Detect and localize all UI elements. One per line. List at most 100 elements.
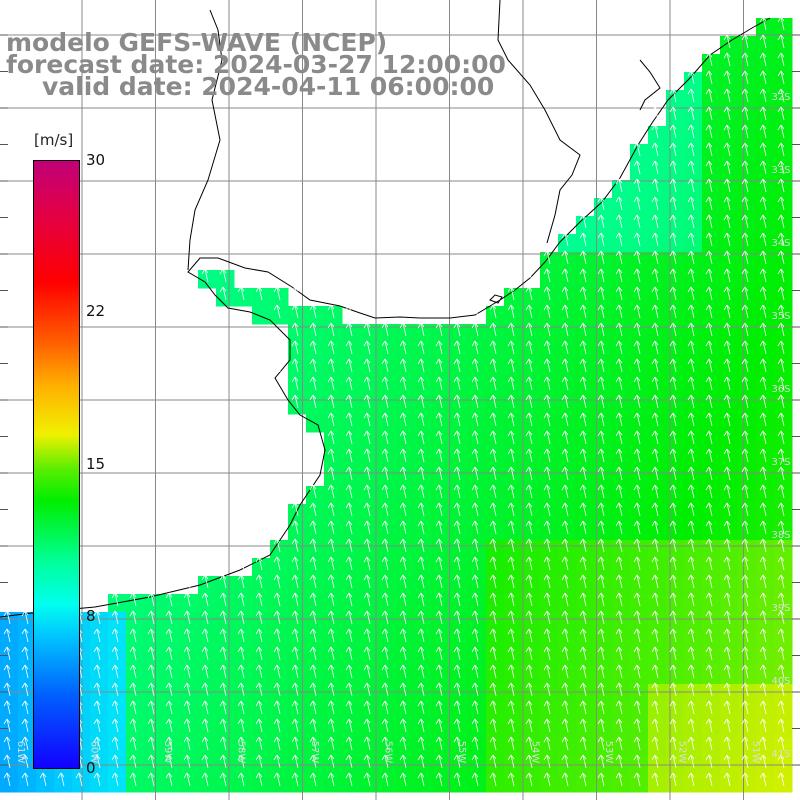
wind-arrow — [705, 574, 713, 589]
wind-arrow — [327, 394, 335, 409]
wind-arrow — [435, 628, 443, 643]
wind-arrow — [633, 232, 641, 247]
wind-arrow — [741, 412, 749, 427]
wind-arrow — [741, 394, 749, 409]
wind-arrow — [705, 178, 713, 193]
wind-arrow — [687, 664, 695, 679]
wind-arrow — [615, 340, 623, 355]
wind-arrow — [741, 70, 749, 85]
wind-arrow — [579, 628, 587, 643]
wind-arrow — [273, 736, 281, 751]
wind-arrow — [201, 754, 209, 769]
wind-arrow — [381, 574, 389, 589]
wind-arrow — [3, 700, 11, 715]
wind-arrow — [489, 556, 497, 571]
wind-arrow — [363, 610, 371, 625]
wind-arrow — [651, 214, 659, 229]
wind-arrow — [345, 520, 353, 535]
wind-arrow — [201, 646, 209, 661]
wind-arrow — [561, 358, 569, 373]
wind-arrow — [561, 682, 569, 697]
longitude-labels: 61W 60W 59W 58W 57W 56W 55W 54W 53W 52W 51W — [15, 741, 761, 764]
wind-arrow — [309, 484, 317, 499]
wind-arrow — [615, 322, 623, 337]
wind-arrow — [615, 466, 623, 481]
wind-arrow — [363, 574, 371, 589]
wind-arrow — [147, 700, 155, 715]
wind-arrow — [651, 538, 659, 553]
wind-arrow — [525, 754, 533, 769]
wind-arrow — [291, 394, 299, 409]
wind-arrow — [777, 592, 785, 607]
wind-arrow — [327, 556, 335, 571]
wind-arrow — [507, 754, 515, 769]
wind-arrow — [759, 34, 767, 49]
wind-arrow — [561, 304, 569, 319]
wind-arrow — [417, 376, 425, 391]
wind-arrow — [723, 538, 731, 553]
wind-arrow — [489, 610, 497, 625]
wind-arrow — [435, 484, 443, 499]
wind-arrow — [471, 646, 479, 661]
wind-arrow — [723, 70, 731, 85]
wind-arrow — [489, 772, 497, 787]
wind-arrow — [633, 376, 641, 391]
wind-arrow — [777, 502, 785, 517]
wind-arrow — [219, 736, 227, 751]
wind-arrow — [93, 682, 101, 697]
wind-arrow — [669, 556, 677, 571]
wind-arrow — [345, 646, 353, 661]
wind-arrow — [561, 268, 569, 283]
wind-arrow — [759, 52, 767, 67]
wind-arrow — [687, 250, 695, 265]
wind-arrow — [579, 574, 587, 589]
wind-arrow — [705, 718, 713, 733]
coastline-uruguay-brazil-inland — [187, 0, 661, 304]
wind-arrow — [471, 376, 479, 391]
wind-arrow — [381, 610, 389, 625]
wind-arrow — [201, 664, 209, 679]
wind-arrow — [651, 160, 659, 175]
wind-arrow — [489, 754, 497, 769]
wind-arrow — [489, 340, 497, 355]
wind-arrow — [525, 682, 533, 697]
wind-arrow — [327, 592, 335, 607]
wind-arrow — [561, 250, 569, 265]
wind-arrow — [273, 700, 281, 715]
wind-arrow — [759, 448, 767, 463]
wind-arrow — [759, 718, 767, 733]
wind-arrow — [417, 412, 425, 427]
wind-arrow — [363, 484, 371, 499]
lat-label: 35S — [771, 311, 790, 322]
wind-arrow — [723, 142, 731, 157]
wind-arrow — [669, 610, 677, 625]
wind-arrow — [759, 466, 767, 481]
wind-arrow — [309, 610, 317, 625]
wind-arrow — [651, 430, 659, 445]
wind-arrow — [723, 250, 731, 265]
colorbar-unit: [m/s] — [34, 131, 74, 149]
wind-arrow — [705, 502, 713, 517]
wind-arrow — [471, 466, 479, 481]
wind-arrow — [291, 700, 299, 715]
wind-arrow — [255, 664, 263, 679]
wind-arrow — [615, 286, 623, 301]
wind-arrow — [723, 700, 731, 715]
wind-arrow — [381, 430, 389, 445]
wind-arrow — [777, 340, 785, 355]
wind-arrow — [633, 628, 641, 643]
wind-arrow — [561, 556, 569, 571]
wind-arrow — [237, 628, 245, 643]
wind-arrow — [777, 358, 785, 373]
wind-arrow — [489, 736, 497, 751]
wind-arrow — [525, 628, 533, 643]
wind-arrow — [21, 610, 29, 625]
wind-arrow — [381, 682, 389, 697]
wind-arrow — [543, 574, 551, 589]
wind-arrow — [507, 376, 515, 391]
wind-arrow — [723, 322, 731, 337]
wind-arrow — [615, 412, 623, 427]
wind-arrow — [777, 268, 785, 283]
wind-arrow — [111, 754, 119, 769]
wind-arrow — [651, 574, 659, 589]
